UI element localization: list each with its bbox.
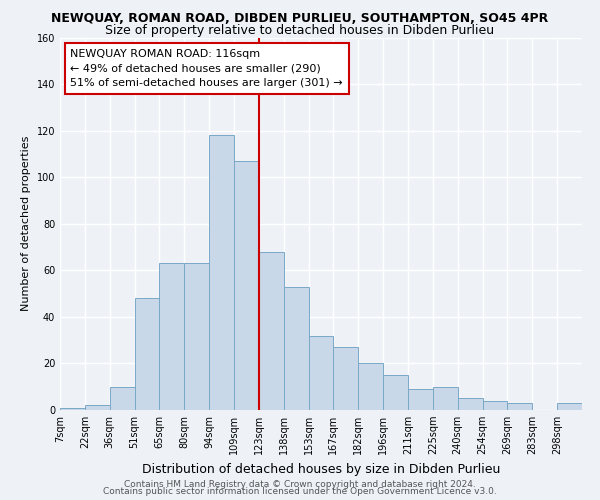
X-axis label: Distribution of detached houses by size in Dibden Purlieu: Distribution of detached houses by size …	[142, 462, 500, 475]
Bar	[134, 298, 160, 410]
Text: NEWQUAY, ROMAN ROAD, DIBDEN PURLIEU, SOUTHAMPTON, SO45 4PR: NEWQUAY, ROMAN ROAD, DIBDEN PURLIEU, SOU…	[52, 12, 548, 26]
Text: Size of property relative to detached houses in Dibden Purlieu: Size of property relative to detached ho…	[106, 24, 494, 37]
Bar	[184, 264, 209, 410]
Bar	[408, 389, 433, 410]
Bar	[209, 136, 234, 410]
Bar	[60, 408, 85, 410]
Bar	[234, 161, 259, 410]
Bar	[433, 386, 458, 410]
Bar	[358, 364, 383, 410]
Bar	[458, 398, 482, 410]
Bar	[308, 336, 334, 410]
Bar	[482, 400, 508, 410]
Text: NEWQUAY ROMAN ROAD: 116sqm
← 49% of detached houses are smaller (290)
51% of sem: NEWQUAY ROMAN ROAD: 116sqm ← 49% of deta…	[70, 48, 343, 88]
Bar	[85, 406, 110, 410]
Text: Contains public sector information licensed under the Open Government Licence v3: Contains public sector information licen…	[103, 488, 497, 496]
Text: Contains HM Land Registry data © Crown copyright and database right 2024.: Contains HM Land Registry data © Crown c…	[124, 480, 476, 489]
Bar	[110, 386, 134, 410]
Bar	[259, 252, 284, 410]
Y-axis label: Number of detached properties: Number of detached properties	[21, 136, 31, 312]
Bar	[160, 264, 184, 410]
Bar	[557, 403, 582, 410]
Bar	[284, 286, 308, 410]
Bar	[383, 375, 408, 410]
Bar	[334, 347, 358, 410]
Bar	[508, 403, 532, 410]
